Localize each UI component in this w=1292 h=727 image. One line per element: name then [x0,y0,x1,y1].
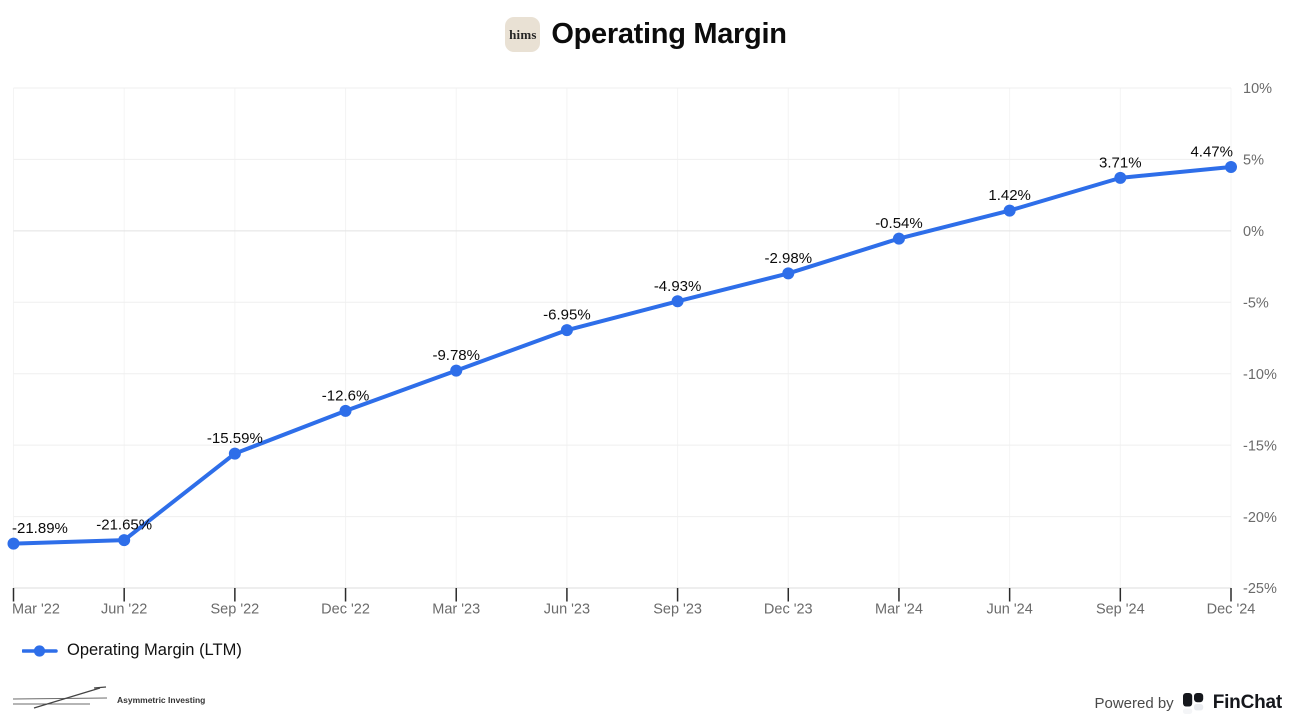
x-axis-label: Mar '24 [875,602,923,618]
x-axis-label: Sep '23 [653,602,702,618]
asymmetric-investing-text: Asymmetric Investing [117,695,205,705]
chart-area: 10% 5% 0% -5% -10% -15% -20% -25% Mar '22 Jun '22… [0,80,1292,620]
x-axis-label: Dec '22 [321,602,370,618]
y-axis-label: -5% [1243,295,1269,311]
data-point-label: 4.47% [1190,144,1233,161]
x-axis-label: Dec '23 [764,602,813,618]
x-axis-label: Mar '22 [12,602,60,618]
data-point[interactable] [339,404,352,417]
chart-header: hims Operating Margin [0,17,1292,52]
asymmetric-investing-icon: Asymmetric Investing [12,686,205,709]
data-point[interactable] [1225,161,1237,173]
data-point[interactable] [1114,171,1127,184]
data-point-label: -9.78% [432,347,480,364]
hims-logo-text: hims [509,26,537,42]
y-axis-label: -20% [1243,510,1277,526]
operating-margin-chart: 10% 5% 0% -5% -10% -15% -20% -25% Mar '22 Jun '22… [7,81,1277,618]
x-axis-label: Sep '24 [1096,602,1145,618]
data-point[interactable] [228,447,241,460]
page-title: Operating Margin [551,18,787,50]
data-point-label: 3.71% [1099,154,1142,171]
data-point[interactable] [7,537,20,550]
asymmetric-investing-logo: Asymmetric Investing [10,684,220,714]
data-point[interactable] [1003,204,1016,217]
data-point[interactable] [450,364,463,377]
finchat-brand-text: FinChat [1212,692,1283,713]
x-axis-label: Sep '22 [210,602,259,618]
hims-logo-icon: hims [505,17,541,52]
legend-item-operating-margin[interactable]: Operating Margin (LTM) [22,641,242,660]
data-point-label: -21.65% [96,517,152,534]
x-axis-label: Jun '24 [986,602,1032,618]
data-point-label: -15.59% [207,430,263,447]
data-point[interactable] [671,295,684,308]
x-axis-label: Jun '22 [101,602,147,618]
legend-marker-icon [22,644,58,657]
y-axis-label: -15% [1243,438,1277,454]
y-axis-label: -10% [1243,367,1277,383]
powered-by-label: Powered by [1094,694,1174,712]
data-point[interactable] [560,324,573,337]
data-labels: -21.89% -21.65% -15.59% -12.6% -9.78% -6.95% -… [12,144,1233,538]
data-point-label: -12.6% [322,387,370,404]
data-point[interactable] [118,534,131,547]
data-point-label: 1.42% [988,187,1031,204]
y-axis-label: 10% [1243,81,1272,97]
data-point-label: -4.93% [654,278,702,295]
data-point[interactable] [892,232,905,245]
data-point-label: -21.89% [12,520,68,537]
data-point-label: -2.98% [765,250,813,267]
axes: 10% 5% 0% -5% -10% -15% -20% -25% Mar '22 Jun '22… [12,81,1277,617]
legend-label: Operating Margin (LTM) [67,641,242,659]
series-operating-margin [7,161,1237,550]
gridlines [13,87,1232,589]
x-axis-label: Jun '23 [544,602,590,618]
y-axis-label: 5% [1243,153,1264,169]
data-point-label: -6.95% [543,307,591,324]
x-axis-label: Mar '23 [432,602,480,618]
y-axis-label: 0% [1243,224,1264,240]
data-point[interactable] [782,267,795,280]
finchat-attribution[interactable]: Powered by FinChat [1094,692,1282,714]
finchat-logo-icon [1182,692,1203,714]
x-axis-label: Dec '24 [1207,602,1256,618]
y-axis-label: -25% [1243,581,1277,597]
data-point-label: -0.54% [875,215,923,232]
